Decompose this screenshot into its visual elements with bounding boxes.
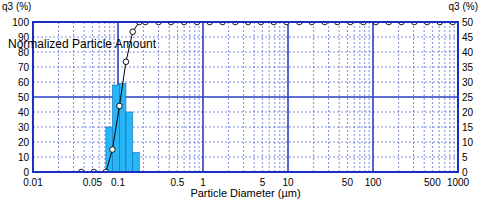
y-tick-label: 10 — [18, 152, 30, 163]
x-axis-label: Particle Diameter (µm) — [190, 187, 300, 199]
x-tick-label: 50 — [342, 177, 354, 188]
y2-tick-label: 50 — [462, 17, 474, 28]
x-tick-label: 0.01 — [23, 177, 43, 188]
y-axis-label: q3 (%) — [2, 1, 31, 12]
histogram-bar — [126, 112, 133, 172]
y-tick-label: 20 — [18, 137, 30, 148]
y2-tick-label: 15 — [462, 122, 474, 133]
y2-tick-label: 0 — [462, 167, 468, 178]
x-tick-label: 100 — [365, 177, 382, 188]
y-tick-label: 70 — [18, 62, 30, 73]
y2-axis-label: q3 (%) — [449, 1, 478, 12]
line-marker — [110, 147, 116, 153]
annotation: Normalized Particle Amount — [8, 37, 157, 51]
y-tick-label: 0 — [23, 167, 29, 178]
y-grid-line — [33, 112, 458, 113]
x-tick-label: 0.05 — [83, 177, 103, 188]
y-grid-line — [33, 127, 458, 128]
y2-tick-label: 35 — [462, 62, 474, 73]
line-marker — [123, 59, 129, 65]
x-tick-label: 0.5 — [170, 177, 184, 188]
x-tick-label: 0.1 — [111, 177, 125, 188]
y-tick-label: 60 — [18, 77, 30, 88]
line-marker — [117, 103, 123, 109]
chart: 0.010.050.10.515105010050010000102030405… — [0, 0, 480, 200]
y-grid-line — [33, 157, 458, 158]
histogram-bar — [133, 153, 140, 173]
y-grid-line — [33, 96, 458, 98]
y-tick-label: 30 — [18, 122, 30, 133]
y2-tick-label: 25 — [462, 92, 474, 103]
y2-tick-label: 5 — [462, 152, 468, 163]
y-tick-label: 40 — [18, 107, 30, 118]
y-grid-line — [33, 82, 458, 83]
y2-tick-label: 30 — [462, 77, 474, 88]
background — [0, 0, 480, 200]
y2-tick-label: 20 — [462, 107, 474, 118]
y2-tick-label: 10 — [462, 137, 474, 148]
y-grid-line — [33, 67, 458, 68]
y-grid-line — [33, 52, 458, 53]
y-tick-label: 100 — [12, 17, 29, 28]
line-marker — [130, 29, 136, 35]
y2-tick-label: 45 — [462, 32, 474, 43]
y2-tick-label: 40 — [462, 47, 474, 58]
x-tick-label: 500 — [424, 177, 441, 188]
y-tick-label: 50 — [18, 92, 30, 103]
x-tick-label: 1000 — [447, 177, 470, 188]
y-grid-line — [33, 142, 458, 143]
